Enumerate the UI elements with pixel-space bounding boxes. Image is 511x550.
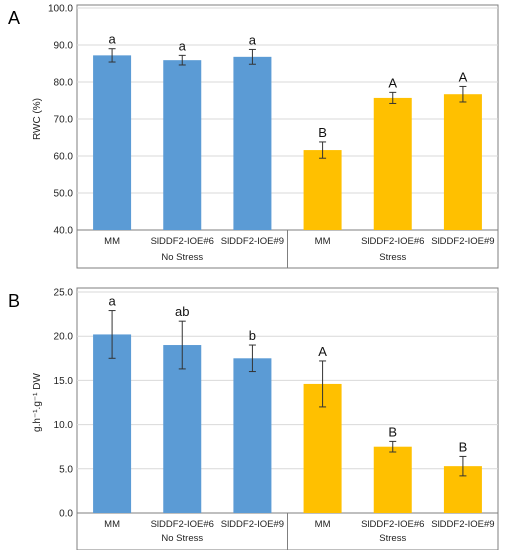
y-tick-label: 10.0 [54,420,74,431]
bar [163,345,202,513]
bar [233,56,272,231]
significance-letter: ab [175,304,189,319]
y-tick-label: 70.0 [54,115,74,126]
chart-frame [76,287,499,550]
x-tick-label: SlDDF2-IOE#9 [431,519,494,530]
x-tick-label: SlDDF2-IOE#6 [151,236,214,247]
y-tick-label: 80.0 [54,78,74,89]
significance-letter: B [388,424,397,439]
panel-label: A [8,8,20,28]
bar [373,97,412,230]
y-tick-label: 0.0 [59,509,73,520]
bar [443,94,482,231]
significance-letter: a [108,294,116,309]
significance-letter: a [249,32,257,47]
y-tick-label: 40.0 [54,226,74,237]
bar [93,334,132,513]
x-tick-label: SlDDF2-IOE#6 [361,519,424,530]
group-label: Stress [379,252,406,263]
x-tick-label: SlDDF2-IOE#9 [431,236,494,247]
x-tick-label: MM [315,236,331,247]
y-tick-label: 50.0 [54,189,74,200]
significance-letter: A [318,344,327,359]
x-tick-label: SlDDF2-IOE#9 [221,519,284,530]
significance-letter: B [459,439,468,454]
panel-label: B [8,291,20,311]
y-tick-label: 60.0 [54,152,74,163]
bar [233,358,272,513]
x-tick-label: MM [104,236,120,247]
x-tick-label: MM [315,519,331,530]
bar [303,150,342,230]
significance-letter: a [108,32,116,47]
significance-letter: A [388,75,397,90]
significance-letter: A [459,69,468,84]
y-tick-label: 100.0 [48,4,73,15]
x-tick-label: SlDDF2-IOE#9 [221,236,284,247]
y-axis-label: RWC (%) [32,98,43,140]
group-label: No Stress [161,533,203,544]
chart-frame [76,4,499,269]
bar [373,446,412,513]
x-tick-label: SlDDF2-IOE#6 [361,236,424,247]
significance-letter: a [179,38,187,53]
bar [93,55,132,230]
y-axis-label: g.h⁻¹.g⁻¹ DW [32,372,43,431]
y-tick-label: 20.0 [54,332,74,343]
x-tick-label: MM [104,519,120,530]
bar [163,60,202,230]
x-tick-label: SlDDF2-IOE#6 [151,519,214,530]
group-label: Stress [379,533,406,544]
y-tick-label: 90.0 [54,41,74,52]
significance-letter: B [318,125,327,140]
group-label: No Stress [161,252,203,263]
y-tick-label: 15.0 [54,376,74,387]
significance-letter: b [249,328,256,343]
y-tick-label: 25.0 [54,288,74,299]
y-tick-label: 5.0 [59,464,73,475]
